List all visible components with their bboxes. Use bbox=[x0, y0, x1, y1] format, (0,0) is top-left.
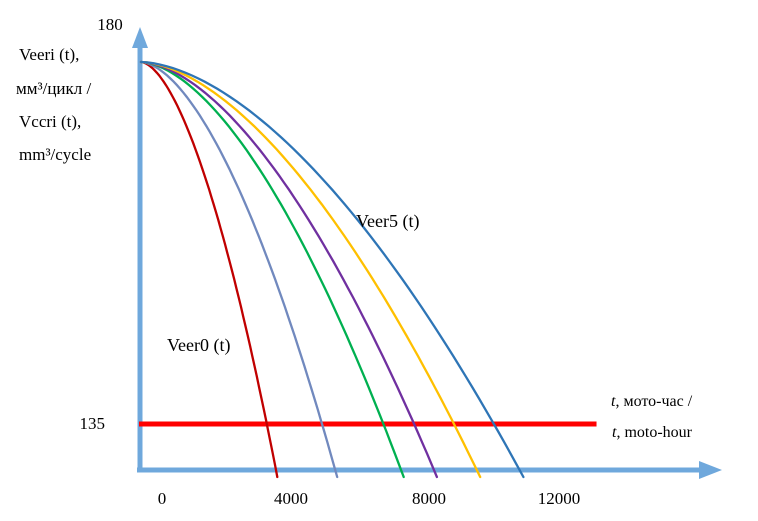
y-axis-title-line-4: mm³/cycle bbox=[19, 145, 92, 164]
x-axis-title-en-t: t bbox=[612, 424, 617, 441]
x-axis-title-en: t, moto-hour bbox=[612, 424, 692, 442]
curves-group bbox=[139, 60, 525, 479]
y-axis-title-line-1: Veeri (t), bbox=[19, 45, 80, 64]
curve-veer3-t bbox=[139, 60, 439, 479]
curve-veer5-t bbox=[139, 60, 525, 479]
y-axis-title-line-3: Vccri (t), bbox=[19, 112, 82, 131]
x-axis-arrowhead bbox=[699, 461, 722, 479]
x-tick-12000: 12000 bbox=[537, 489, 581, 508]
x-axis-title-en-rest: , moto-hour bbox=[616, 424, 692, 441]
curve-veer2-t bbox=[139, 60, 405, 479]
curve-veer1-t bbox=[139, 60, 339, 479]
curve-label-veer0: Veer0 (t) bbox=[167, 335, 231, 355]
curve-label-veer5: Veer5 (t) bbox=[356, 211, 420, 231]
x-tick-4000: 4000 bbox=[274, 489, 308, 508]
y-axis-title-line-2: мм³/цикл / bbox=[16, 79, 92, 98]
y-axis-max-label: 180 bbox=[97, 15, 123, 34]
x-axis-title-ru-rest: , мото-час / bbox=[615, 393, 693, 410]
y-axis-threshold-label: 135 bbox=[79, 414, 106, 433]
x-tick-8000: 8000 bbox=[412, 489, 446, 508]
y-axis-arrowhead bbox=[132, 27, 148, 48]
curve-veer4-t bbox=[139, 60, 482, 479]
x-tick-0: 0 bbox=[157, 489, 167, 508]
x-axis-title-ru-t: t bbox=[611, 393, 616, 410]
curve-veer0-t bbox=[139, 60, 279, 479]
x-axis-title-ru: t, мото-час / bbox=[611, 393, 692, 411]
